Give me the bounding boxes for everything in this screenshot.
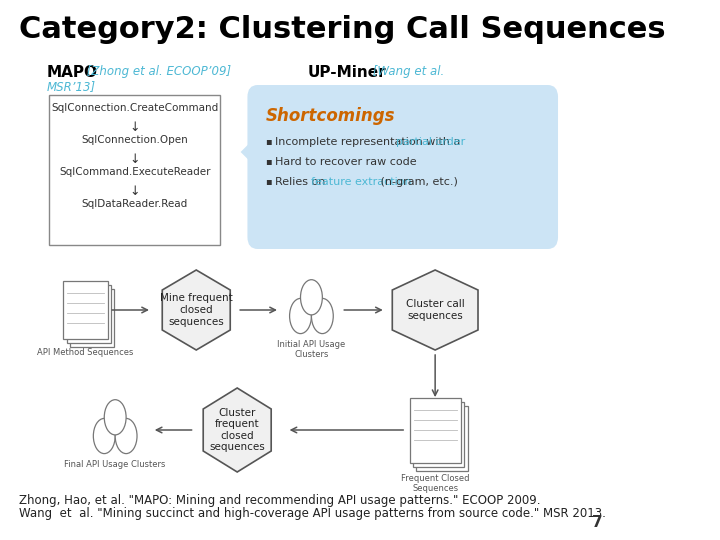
Text: Final API Usage Clusters: Final API Usage Clusters [65,460,166,469]
Ellipse shape [300,280,323,315]
Text: Relies on: Relies on [275,177,328,187]
Text: ▪: ▪ [266,177,276,187]
Polygon shape [66,285,111,343]
Text: Shortcomings: Shortcomings [266,107,396,125]
Polygon shape [63,281,107,339]
Text: partial order: partial order [396,137,465,147]
Text: Category2: Clustering Call Sequences: Category2: Clustering Call Sequences [19,15,665,44]
Text: ▪: ▪ [266,137,276,147]
Text: SqlCommand.ExecuteReader: SqlCommand.ExecuteReader [59,167,210,177]
Text: feature extraction: feature extraction [312,177,412,187]
Text: MAPO: MAPO [47,65,98,80]
Ellipse shape [94,418,115,454]
Text: ↓: ↓ [130,185,140,198]
FancyBboxPatch shape [248,85,558,249]
Polygon shape [70,289,114,347]
Text: Wang  et  al. "Mining succinct and high-coverage API usage patterns from source : Wang et al. "Mining succinct and high-co… [19,507,606,520]
Text: SqlDataReader.Read: SqlDataReader.Read [81,199,188,209]
Polygon shape [240,135,258,169]
Polygon shape [410,397,461,462]
Ellipse shape [104,400,126,435]
Text: Hard to recover raw code: Hard to recover raw code [275,157,416,167]
Text: Cluster
frequent
closed
sequences: Cluster frequent closed sequences [210,408,265,453]
Ellipse shape [289,299,312,334]
Text: Initial API Usage
Clusters: Initial API Usage Clusters [277,340,346,360]
Ellipse shape [115,418,137,454]
Text: API Method Sequences: API Method Sequences [37,348,133,357]
Polygon shape [162,270,230,350]
Text: 7: 7 [592,515,603,530]
Polygon shape [416,406,467,470]
Text: [Wang et al.: [Wang et al. [369,65,444,78]
Text: ▪: ▪ [266,157,276,167]
Text: SqlConnection.Open: SqlConnection.Open [81,135,188,145]
FancyBboxPatch shape [50,95,220,245]
Text: MSR’13]: MSR’13] [47,80,96,93]
Polygon shape [413,402,464,467]
Text: SqlConnection.CreateCommand: SqlConnection.CreateCommand [51,103,218,113]
Text: [Zhong et al. ECOOP’09]: [Zhong et al. ECOOP’09] [83,65,231,78]
Text: Cluster call
sequences: Cluster call sequences [406,299,464,321]
Text: (n-gram, etc.): (n-gram, etc.) [377,177,459,187]
Text: ↓: ↓ [130,121,140,134]
Text: Mine frequent
closed
sequences: Mine frequent closed sequences [160,293,233,327]
Text: ↓: ↓ [130,153,140,166]
Text: Zhong, Hao, et al. "MAPO: Mining and recommending API usage patterns." ECOOP 200: Zhong, Hao, et al. "MAPO: Mining and rec… [19,494,540,507]
Polygon shape [392,270,478,350]
Text: UP-Miner: UP-Miner [307,65,386,80]
Text: Incomplete representation with a: Incomplete representation with a [275,137,464,147]
Polygon shape [203,388,271,472]
Ellipse shape [312,299,333,334]
Text: Frequent Closed
Sequences: Frequent Closed Sequences [401,474,469,494]
